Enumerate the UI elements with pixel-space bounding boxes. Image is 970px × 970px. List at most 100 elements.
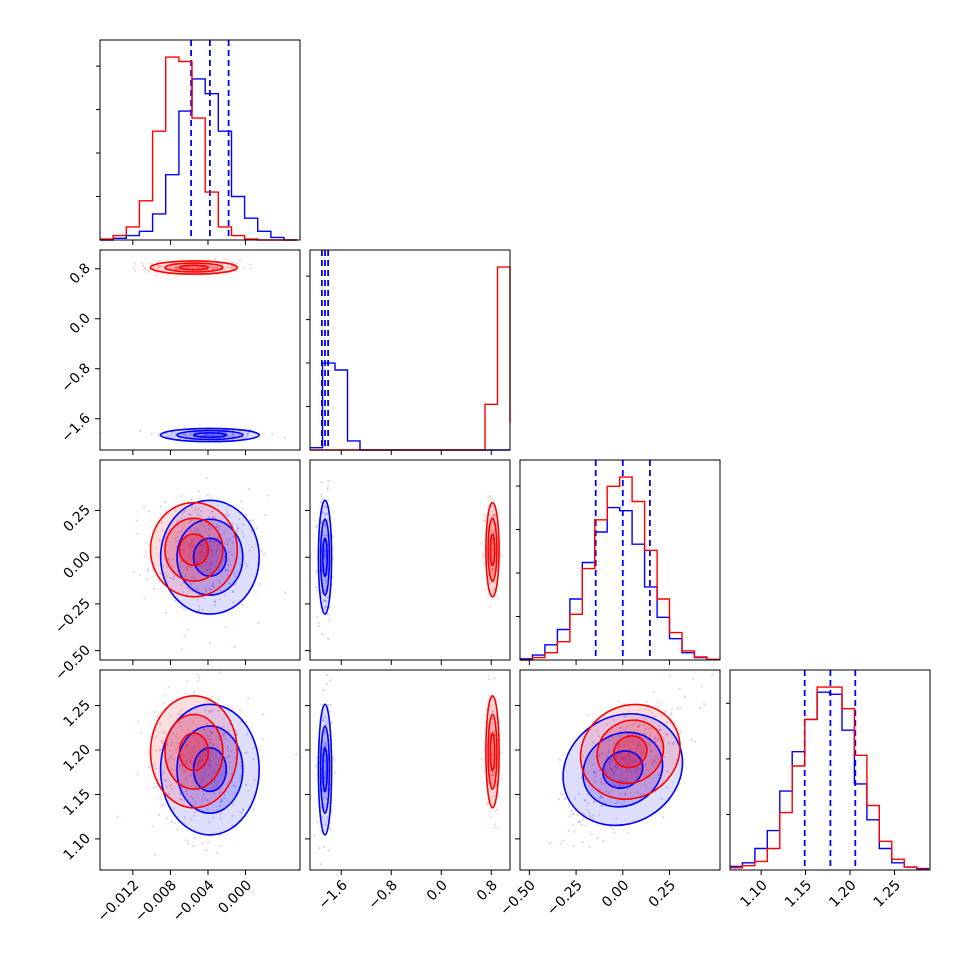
sample-point [153, 710, 156, 714]
sample-point [159, 711, 162, 714]
sample-point [170, 743, 173, 746]
sample-point [650, 750, 653, 753]
y-tick-label: 1.20 [60, 742, 93, 775]
sample-point [214, 540, 217, 543]
sample-point [323, 730, 326, 733]
sample-point [326, 534, 329, 537]
sample-point [332, 756, 335, 759]
sample-point [165, 532, 168, 535]
sample-point [213, 604, 216, 607]
sample-point [262, 553, 265, 556]
sample-point [185, 839, 189, 842]
sample-point [208, 541, 211, 544]
sample-point [631, 820, 634, 823]
sample-point [188, 543, 191, 546]
sample-point [612, 719, 615, 722]
sample-point [206, 433, 209, 436]
sample-point [223, 797, 226, 800]
sample-point [228, 723, 231, 726]
sample-point [655, 762, 658, 765]
sample-point [490, 571, 493, 574]
sample-point [235, 733, 238, 736]
sample-point [173, 575, 176, 578]
sample-point [481, 556, 484, 559]
sample-point [176, 535, 179, 538]
sample-point [171, 558, 174, 561]
sample-point [493, 823, 497, 826]
sample-point [228, 761, 231, 764]
sample-point [598, 814, 601, 817]
sample-point [592, 763, 595, 766]
sample-point [488, 605, 491, 608]
sample-point [614, 764, 618, 767]
sample-point [202, 544, 205, 547]
sample-point [615, 817, 618, 820]
sample-point [625, 780, 628, 783]
sample-point [190, 539, 193, 542]
panel-frame [99, 249, 301, 451]
sample-point [153, 786, 156, 789]
sample-point [562, 793, 565, 796]
sample-point [615, 767, 619, 770]
sample-point [205, 477, 208, 480]
sample-point [653, 737, 656, 741]
contour-line [489, 533, 496, 567]
density-level [193, 432, 227, 438]
sample-point [231, 553, 234, 556]
sample-point [191, 542, 194, 546]
sample-point [212, 268, 215, 271]
sample-point [493, 514, 496, 517]
sample-point [616, 766, 620, 769]
sample-point [172, 577, 175, 581]
sample-point [190, 755, 194, 758]
sample-point [244, 784, 248, 787]
sample-point [213, 780, 216, 783]
sample-point [252, 808, 255, 811]
sample-point [244, 751, 247, 755]
sample-point [246, 733, 249, 736]
sample-point [647, 728, 651, 731]
sample-point [320, 481, 323, 484]
sample-point [223, 793, 226, 797]
sample-point [157, 434, 160, 437]
sample-point [325, 600, 328, 603]
sample-point [144, 550, 147, 554]
sample-point [158, 813, 161, 817]
sample-point [599, 777, 602, 781]
sample-point [636, 769, 639, 772]
sample-point [570, 809, 573, 812]
sample-point [588, 811, 591, 814]
sample-point [492, 549, 495, 553]
sample-point [186, 568, 189, 571]
sample-point [322, 511, 325, 514]
sample-point [191, 545, 194, 548]
sample-point [232, 535, 235, 538]
sample-point [600, 794, 603, 797]
sample-point [616, 800, 619, 803]
sample-point [182, 552, 185, 555]
sample-point [631, 743, 635, 746]
sample-point [323, 605, 327, 608]
sample-point [480, 758, 483, 761]
sample-point [226, 746, 230, 749]
sample-point [193, 811, 196, 814]
sample-point [608, 751, 611, 754]
sample-point [242, 535, 245, 538]
sample-point [597, 769, 600, 772]
sample-point [321, 632, 324, 636]
sample-point [572, 845, 575, 848]
sample-point [226, 542, 229, 546]
sample-point [146, 786, 149, 789]
sample-point [181, 548, 184, 551]
sample-point [187, 729, 190, 732]
x-tick-label: 1.15 [782, 877, 815, 910]
sample-point [606, 723, 609, 726]
sample-point [211, 267, 214, 270]
sample-point [648, 736, 652, 739]
contour-line [319, 518, 331, 596]
sample-point [164, 269, 167, 272]
sample-point [174, 434, 177, 437]
sample-point [231, 824, 234, 827]
sample-point [208, 264, 211, 267]
sample-point [666, 721, 669, 724]
